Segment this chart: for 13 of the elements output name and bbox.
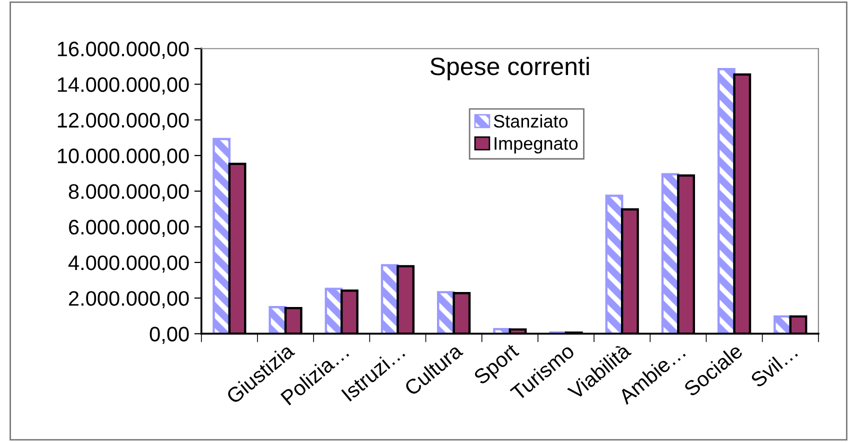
y-tick-label: 4.000.000,00 bbox=[68, 255, 189, 273]
chart-title: Spese correnti bbox=[430, 56, 589, 80]
y-tick-label: 14.000.000,00 bbox=[58, 77, 189, 94]
x-tick-label: Svil… bbox=[749, 344, 798, 388]
y-tick-label: 16.000.000,00 bbox=[58, 42, 189, 59]
y-tick-label: 2.000.000,00 bbox=[69, 291, 189, 308]
legend-label: Impegnato bbox=[494, 137, 578, 154]
y-tick-label: 0,00 bbox=[150, 326, 189, 344]
y-tick-label: 12.000.000,00 bbox=[58, 112, 189, 130]
y-tick-label: 8.000.000,00 bbox=[68, 184, 189, 202]
legend-label: Stanziato bbox=[494, 114, 568, 128]
y-tick-label: 10.000.000,00 bbox=[58, 148, 189, 166]
y-tick-label: 6.000.000,00 bbox=[69, 220, 189, 238]
